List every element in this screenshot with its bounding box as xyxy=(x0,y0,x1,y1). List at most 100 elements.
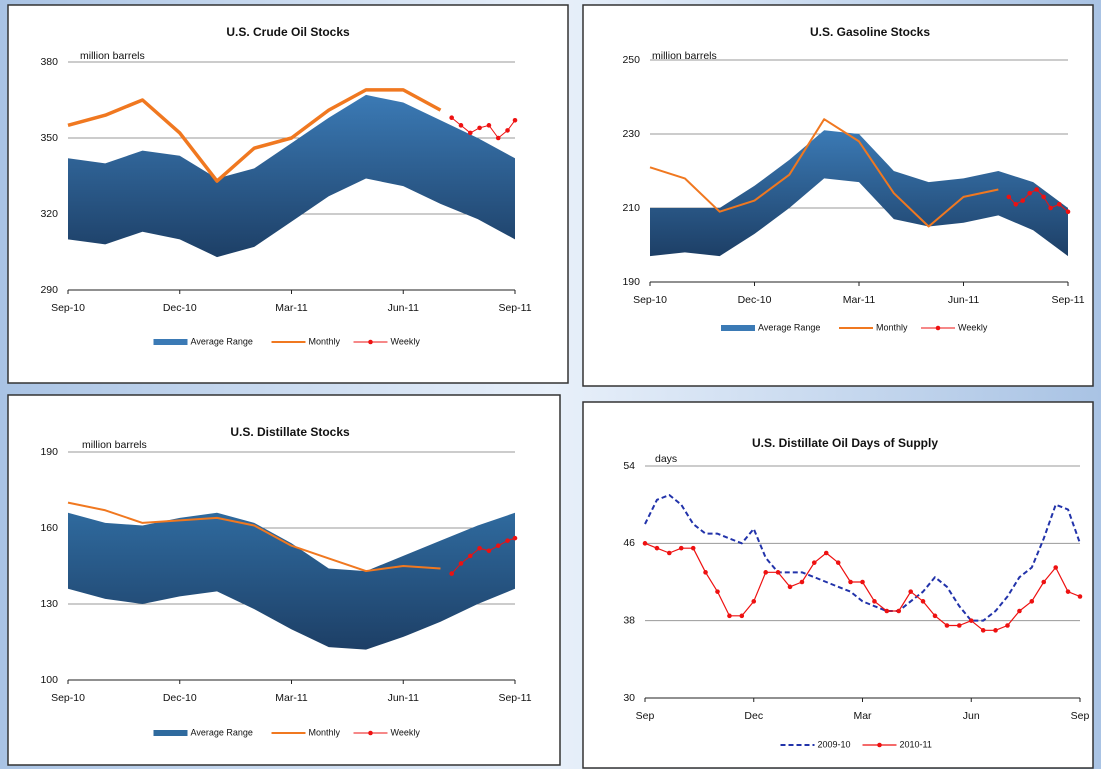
legend-label: Weekly xyxy=(391,727,421,737)
y-axis-label: million barrels xyxy=(652,50,717,62)
point xyxy=(968,618,974,623)
y-tick-label: 380 xyxy=(40,56,58,68)
point xyxy=(811,560,817,565)
x-tick-label: Dec xyxy=(744,710,763,722)
point xyxy=(486,548,492,554)
point xyxy=(477,125,482,131)
point xyxy=(1027,190,1032,196)
x-tick-label: Sep-10 xyxy=(633,294,667,306)
point xyxy=(505,538,510,543)
panel xyxy=(582,401,1094,769)
point xyxy=(1041,194,1046,200)
point xyxy=(642,541,648,546)
point xyxy=(512,117,518,123)
point xyxy=(512,535,518,541)
y-axis-label: million barrels xyxy=(80,50,145,62)
y-tick-label: 160 xyxy=(40,522,58,534)
point xyxy=(787,584,793,590)
point xyxy=(1034,187,1039,192)
y-tick-label: 350 xyxy=(40,132,58,144)
y-tick-label: 30 xyxy=(623,692,635,704)
chart-title: U.S. Crude Oil Stocks xyxy=(226,25,350,39)
point xyxy=(1041,579,1047,585)
x-tick-label: Mar-11 xyxy=(275,692,308,704)
point xyxy=(703,570,708,575)
legend-label: Monthly xyxy=(309,336,341,346)
point xyxy=(980,628,986,633)
x-tick-label: Dec-10 xyxy=(163,692,197,704)
point xyxy=(860,579,865,585)
legend-marker xyxy=(877,742,882,748)
point xyxy=(458,561,464,566)
series-line xyxy=(67,88,442,183)
point xyxy=(993,628,998,633)
x-tick-label: Mar-11 xyxy=(275,302,308,314)
x-tick-label: Mar xyxy=(853,710,872,722)
legend-label: 2010-11 xyxy=(900,739,932,749)
point xyxy=(715,589,720,594)
legend-marker xyxy=(368,339,373,345)
chart-title: U.S. Distillate Stocks xyxy=(230,425,350,439)
point xyxy=(920,599,926,604)
y-tick-label: 54 xyxy=(623,460,635,472)
series-line xyxy=(644,494,1081,622)
point xyxy=(449,115,454,121)
point xyxy=(690,545,696,551)
y-tick-label: 190 xyxy=(40,446,58,458)
series-line xyxy=(649,118,999,228)
legend-marker xyxy=(368,730,373,736)
point xyxy=(1013,202,1019,207)
y-tick-label: 290 xyxy=(40,284,58,296)
point xyxy=(775,570,781,575)
y-tick-label: 320 xyxy=(40,208,58,220)
point xyxy=(477,545,482,551)
point xyxy=(678,545,684,551)
legend-label: Average Range xyxy=(191,336,253,346)
point xyxy=(944,623,950,628)
y-axis-label: days xyxy=(655,453,677,465)
point xyxy=(848,579,853,585)
point xyxy=(1006,194,1012,200)
y-tick-label: 38 xyxy=(623,614,635,626)
x-tick-label: Sep-11 xyxy=(1051,294,1084,306)
x-tick-label: Sep-10 xyxy=(51,302,85,314)
point xyxy=(458,123,464,128)
legend-marker xyxy=(935,325,941,331)
point xyxy=(1065,589,1071,594)
point xyxy=(1065,209,1071,214)
y-tick-label: 210 xyxy=(622,202,640,214)
point xyxy=(1005,623,1010,628)
point xyxy=(1077,594,1083,599)
x-tick-label: Jun-11 xyxy=(388,302,419,314)
x-tick-label: Mar-11 xyxy=(843,294,876,306)
point xyxy=(1017,608,1022,614)
range-band xyxy=(68,94,515,258)
point xyxy=(1029,599,1035,604)
x-tick-label: Sep-11 xyxy=(498,302,531,314)
point xyxy=(739,613,745,619)
x-tick-label: Sep xyxy=(1071,710,1090,722)
point xyxy=(495,543,501,549)
y-tick-label: 46 xyxy=(623,537,635,549)
point xyxy=(956,623,962,628)
point xyxy=(468,130,473,136)
x-tick-label: Sep-11 xyxy=(498,692,531,704)
x-tick-label: Jun-11 xyxy=(948,294,979,306)
point xyxy=(486,123,492,128)
point xyxy=(1048,205,1053,211)
y-axis-label: million barrels xyxy=(82,439,147,451)
point xyxy=(908,589,914,594)
legend-swatch xyxy=(721,325,755,331)
point xyxy=(468,553,473,559)
point xyxy=(727,613,732,619)
point xyxy=(1056,202,1062,207)
x-tick-label: Jun xyxy=(963,710,980,722)
legend-label: Weekly xyxy=(391,336,421,346)
point xyxy=(1020,198,1026,203)
legend-label: Weekly xyxy=(958,322,988,332)
point xyxy=(932,613,938,619)
legend-label: Monthly xyxy=(309,727,341,737)
point xyxy=(835,560,841,565)
